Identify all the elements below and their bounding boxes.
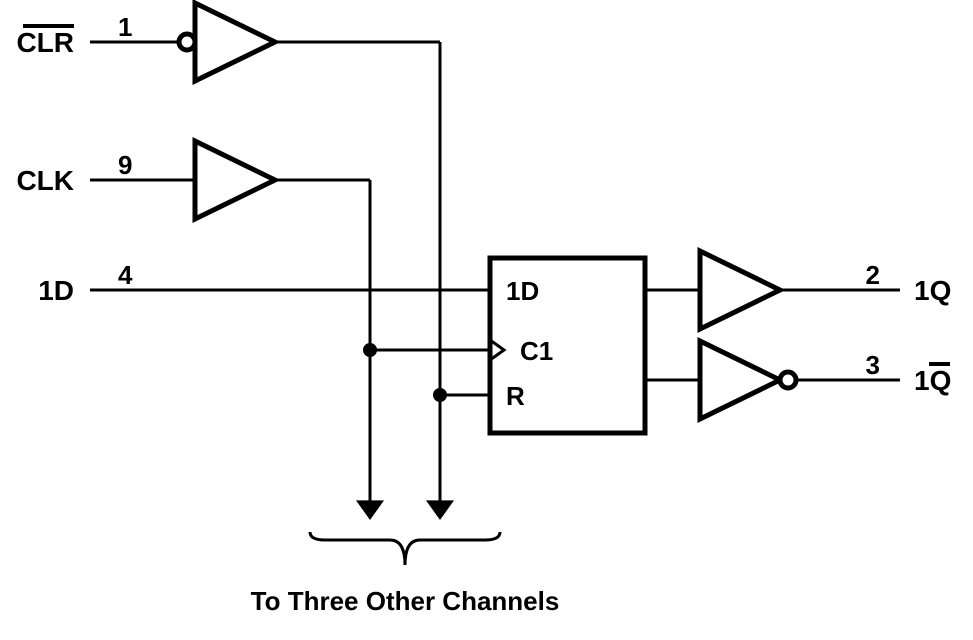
svg-text:R: R [506, 381, 525, 411]
svg-text:1: 1 [118, 12, 132, 42]
svg-text:1Q: 1Q [914, 275, 951, 306]
svg-text:To Three Other Channels: To Three Other Channels [251, 586, 560, 616]
svg-text:CLK: CLK [16, 165, 74, 196]
svg-text:1D: 1D [506, 276, 539, 306]
svg-text:3: 3 [866, 350, 880, 380]
svg-text:C1: C1 [520, 336, 553, 366]
svg-text:1D: 1D [38, 275, 74, 306]
svg-text:4: 4 [118, 260, 133, 290]
svg-text:9: 9 [118, 150, 132, 180]
svg-text:1Q: 1Q [914, 365, 951, 396]
svg-text:2: 2 [866, 260, 880, 290]
svg-text:CLR: CLR [16, 27, 74, 58]
